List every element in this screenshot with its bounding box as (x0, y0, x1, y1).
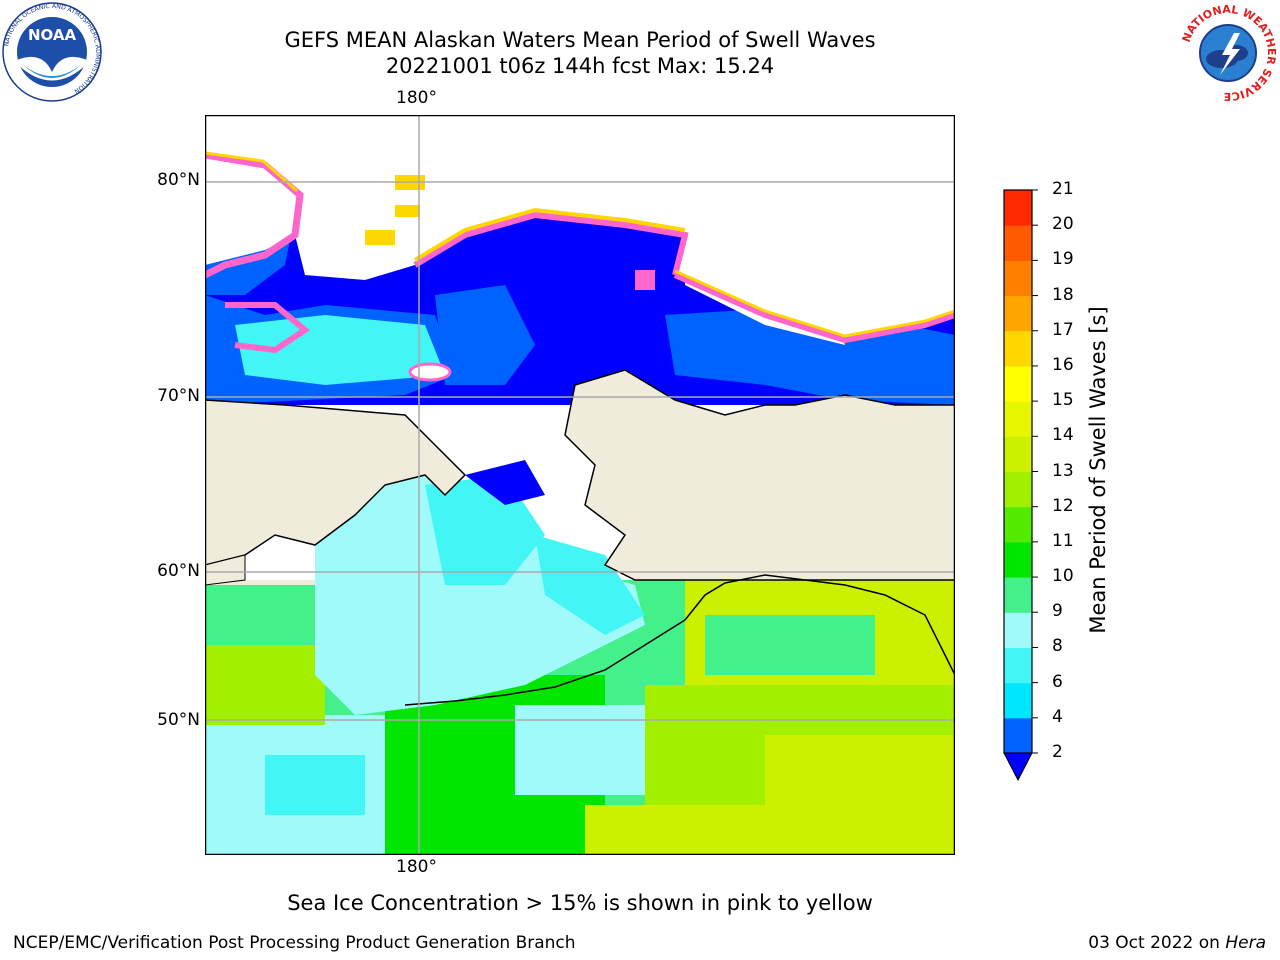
bering-sea-field (315, 475, 645, 715)
colorbar-tick-label: 13 (1052, 460, 1074, 481)
colorbar-band (1004, 401, 1032, 437)
footer-credit: NCEP/EMC/Verification Post Processing Pr… (13, 933, 576, 953)
sea-ice-note: Sea Ice Concentration > 15% is shown in … (287, 891, 873, 915)
colorbar-band (1004, 717, 1032, 754)
colorbar-band (1004, 365, 1032, 402)
colorbar-tick-label: 17 (1052, 319, 1074, 340)
colorbar-band (1004, 330, 1032, 367)
colorbar-band (1004, 682, 1032, 719)
footer-date: 03 Oct 2022 on Hera (1088, 933, 1266, 953)
map-panel (205, 115, 955, 855)
colorbar-band (1004, 506, 1032, 543)
colorbar-band (1004, 612, 1032, 648)
colorbar-tick-label: 21 (1052, 179, 1074, 199)
map-frame (205, 115, 955, 855)
colorbar-band (1004, 436, 1032, 472)
colorbar-band (1004, 577, 1032, 613)
colorbar-tick-label: 20 (1052, 214, 1074, 235)
colorbar-tick-label: 4 (1052, 706, 1063, 727)
nws-logo: NATIONAL WEATHER SERVICE (1180, 3, 1278, 103)
colorbar-tick-label: 8 (1052, 636, 1063, 657)
colorbar-tick-label: 11 (1052, 530, 1074, 551)
colorbar-tick-label: 12 (1052, 495, 1074, 516)
colorbar-tick-label: 10 (1052, 566, 1074, 587)
lat-label-60: 60°N (157, 561, 200, 581)
graticule (205, 115, 955, 855)
lon-label-bottom: 180° (396, 857, 437, 877)
colorbar-tick-label: 14 (1052, 425, 1074, 446)
colorbar-band (1004, 471, 1032, 508)
colorbar-tick-label: 18 (1052, 284, 1074, 305)
colorbar-tick-label: 16 (1052, 354, 1074, 375)
colorbar-band (1004, 190, 1032, 226)
lat-label-50: 50°N (157, 710, 200, 730)
lon-label-top: 180° (396, 88, 437, 108)
colorbar-tick-label: 15 (1052, 390, 1074, 411)
aleutian-islands (404, 619, 686, 706)
alaska-canada-land (564, 369, 955, 581)
noaa-wordmark: NOAA (28, 26, 77, 44)
siberia-land (205, 399, 467, 566)
plot-title: GEFS MEAN Alaskan Waters Mean Period of … (284, 28, 876, 52)
colorbar (1003, 189, 1038, 782)
colorbar-band (1004, 260, 1032, 297)
colorbar-band (1004, 295, 1032, 332)
lat-label-80: 80°N (157, 170, 200, 190)
colorbar-tick-label: 2 (1052, 742, 1063, 762)
colorbar-title: Mean Period of Swell Waves [s] (1086, 306, 1110, 634)
noaa-logo: NATIONAL OCEANIC AND ATMOSPHERIC ADMINIS… (2, 2, 102, 102)
plot-subtitle: 20221001 t06z 144h fcst Max: 15.24 (385, 54, 775, 78)
colorbar-band (1004, 225, 1032, 261)
lat-label-70: 70°N (157, 386, 200, 406)
footer-host: Hera (1225, 933, 1266, 953)
colorbar-band (1004, 647, 1032, 684)
colorbar-tick-label: 6 (1052, 671, 1063, 692)
colorbar-tick-label: 9 (1052, 601, 1063, 622)
colorbar-band (1004, 541, 1032, 578)
colorbar-tick-label: 19 (1052, 249, 1074, 270)
colorbar-under-triangle (1003, 752, 1033, 782)
